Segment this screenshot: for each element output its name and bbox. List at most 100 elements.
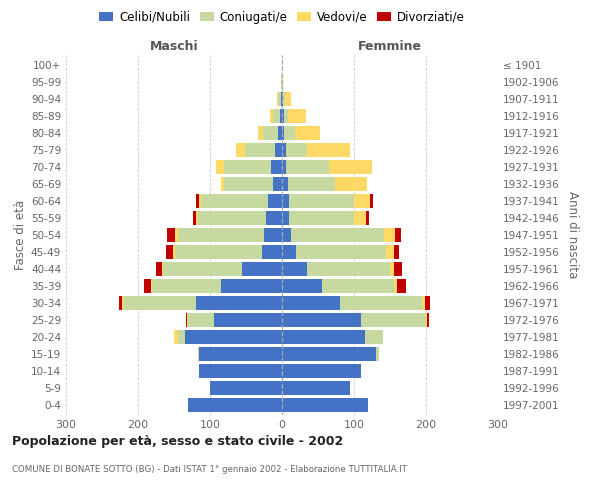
Bar	[390, 262, 394, 276]
Bar	[163, 262, 242, 276]
Bar	[282, 381, 350, 395]
Bar	[335, 177, 367, 191]
Bar	[282, 364, 361, 378]
Text: Popolazione per età, sesso e stato civile - 2002: Popolazione per età, sesso e stato civil…	[12, 435, 343, 448]
Bar	[422, 296, 425, 310]
Bar	[224, 160, 271, 174]
Bar	[354, 211, 365, 225]
Bar	[282, 330, 365, 344]
Bar	[202, 194, 268, 208]
Bar	[152, 279, 221, 293]
Bar	[283, 92, 285, 106]
Bar	[187, 313, 188, 327]
Bar	[174, 330, 178, 344]
Bar	[278, 126, 282, 140]
Bar	[224, 177, 274, 191]
Y-axis label: Fasce di età: Fasce di età	[14, 200, 27, 270]
Bar	[322, 279, 394, 293]
Bar	[242, 262, 282, 276]
Bar	[264, 228, 282, 242]
Bar	[365, 211, 369, 225]
Bar	[196, 194, 199, 208]
Bar	[199, 194, 202, 208]
Bar	[156, 262, 162, 276]
Bar	[271, 109, 272, 123]
Bar	[427, 313, 429, 327]
Bar	[266, 211, 282, 225]
Bar	[286, 143, 307, 157]
Bar	[394, 262, 402, 276]
Bar	[214, 313, 282, 327]
Y-axis label: Anni di nascita: Anni di nascita	[566, 192, 579, 278]
Bar	[263, 126, 278, 140]
Bar	[271, 160, 282, 174]
Bar	[307, 143, 350, 157]
Bar	[282, 160, 286, 174]
Bar	[280, 109, 282, 123]
Bar	[307, 262, 390, 276]
Bar	[210, 381, 282, 395]
Bar	[282, 313, 361, 327]
Bar	[370, 194, 373, 208]
Text: COMUNE DI BONATE SOTTO (BG) - Dati ISTAT 1° gennaio 2002 - Elaborazione TUTTITAL: COMUNE DI BONATE SOTTO (BG) - Dati ISTAT…	[12, 465, 407, 474]
Bar	[282, 75, 283, 89]
Bar	[173, 245, 175, 259]
Bar	[277, 92, 278, 106]
Bar	[119, 296, 122, 310]
Bar	[282, 296, 340, 310]
Bar	[221, 177, 224, 191]
Bar	[162, 262, 163, 276]
Bar	[365, 330, 383, 344]
Bar	[272, 109, 280, 123]
Bar	[288, 177, 335, 191]
Bar	[236, 143, 245, 157]
Bar	[290, 228, 384, 242]
Bar	[289, 211, 354, 225]
Bar	[288, 109, 306, 123]
Bar	[282, 279, 322, 293]
Bar	[340, 296, 422, 310]
Bar	[175, 228, 178, 242]
Bar	[122, 296, 124, 310]
Bar	[376, 347, 379, 361]
Bar	[285, 92, 290, 106]
Bar	[185, 330, 282, 344]
Bar	[281, 92, 282, 106]
Bar	[178, 330, 185, 344]
Text: Maschi: Maschi	[149, 40, 199, 54]
Bar	[397, 279, 406, 293]
Bar	[282, 211, 289, 225]
Bar	[216, 160, 224, 174]
Bar	[296, 245, 386, 259]
Bar	[282, 347, 376, 361]
Bar	[425, 296, 430, 310]
Bar	[196, 296, 282, 310]
Bar	[198, 347, 199, 361]
Bar	[188, 398, 282, 412]
Bar	[361, 313, 426, 327]
Bar	[196, 211, 198, 225]
Bar	[282, 398, 368, 412]
Bar	[329, 160, 372, 174]
Bar	[199, 347, 282, 361]
Bar	[282, 228, 290, 242]
Text: Femmine: Femmine	[358, 40, 422, 54]
Bar	[386, 245, 394, 259]
Bar	[167, 228, 175, 242]
Bar	[178, 228, 264, 242]
Bar	[384, 228, 395, 242]
Legend: Celibi/Nubili, Coniugati/e, Vedovi/e, Divorziati/e: Celibi/Nubili, Coniugati/e, Vedovi/e, Di…	[94, 6, 470, 28]
Bar	[275, 143, 282, 157]
Bar	[282, 92, 283, 106]
Bar	[282, 109, 284, 123]
Bar	[295, 126, 320, 140]
Bar	[282, 245, 296, 259]
Bar	[354, 194, 370, 208]
Bar	[199, 364, 282, 378]
Bar	[284, 126, 295, 140]
Bar	[124, 296, 196, 310]
Bar	[198, 211, 266, 225]
Bar	[394, 245, 400, 259]
Bar	[175, 245, 262, 259]
Bar	[394, 279, 397, 293]
